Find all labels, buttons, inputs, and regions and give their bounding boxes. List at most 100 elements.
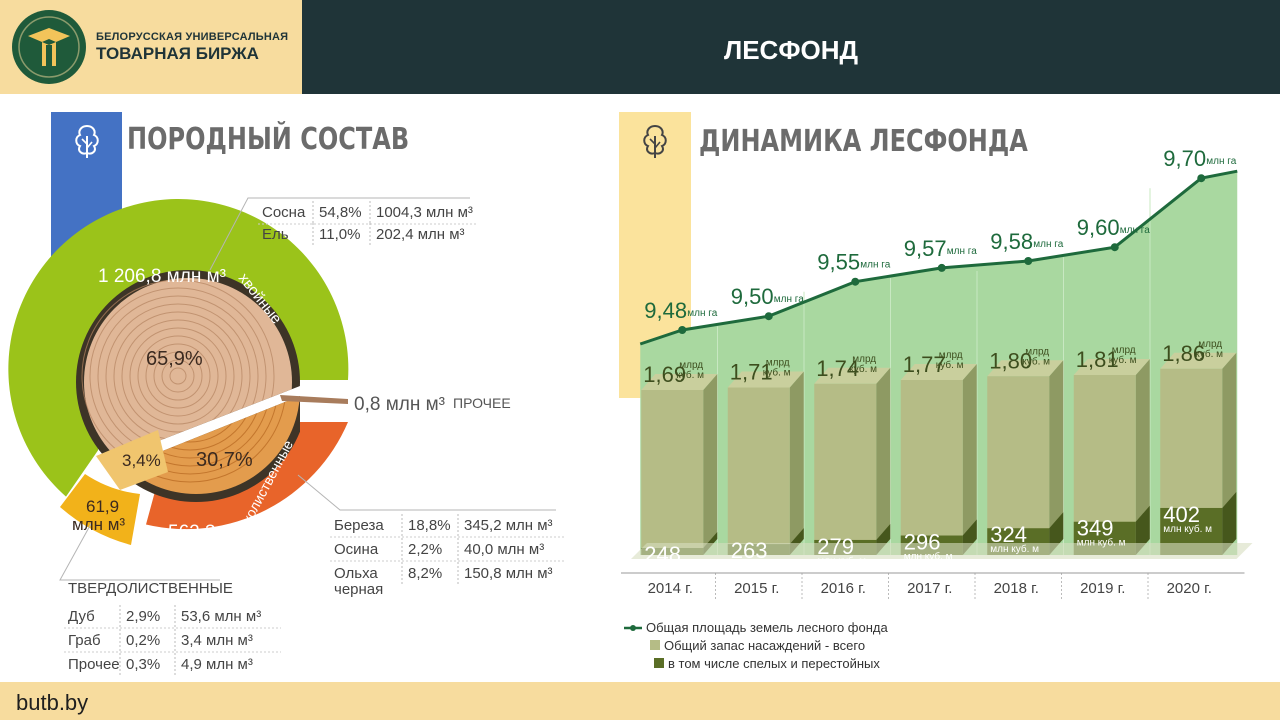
forest-area-unit: млн га — [947, 246, 977, 257]
mature-stock-label: 263 — [731, 538, 768, 563]
table-cell-volume: 40,0 млн м³ — [464, 541, 544, 558]
total-stock-bar-top — [727, 371, 804, 388]
table-cell-species: Граб — [68, 632, 101, 649]
total-stock-label: 1,86 — [1162, 341, 1205, 366]
total-stock-unit: куб. м — [676, 369, 704, 381]
x-tick-label: 2020 г. — [1167, 580, 1212, 597]
table-cell-species: Осина — [334, 541, 379, 558]
mature-stock-label: 324 — [990, 522, 1027, 547]
total-stock-label: 1,69 — [643, 362, 686, 387]
total-stock-bar-side — [1049, 360, 1064, 555]
hardwood-volume-line1: 61,9 — [86, 497, 119, 516]
total-stock-label: 1,74 — [816, 356, 859, 381]
tree-icon — [643, 124, 667, 158]
coniferous-volume-label: 1 206,8 млн м³ — [98, 266, 226, 287]
page-title: ЛЕСФОНД — [723, 35, 859, 65]
forest-area-point — [937, 263, 946, 272]
mature-stock-label: 349 — [1077, 516, 1114, 541]
hardwood-share-label: 3,4% — [122, 451, 161, 470]
x-tick-label: 2018 г. — [994, 580, 1039, 597]
x-tick-label: 2016 г. — [821, 580, 866, 597]
table-cell-volume: 150,8 млн м³ — [464, 565, 553, 582]
table-cell-share: 54,8% — [319, 204, 362, 221]
total-stock-unit: млрд — [1025, 346, 1049, 357]
total-stock-label: 1,81 — [1076, 347, 1119, 372]
total-stock-unit: млрд — [679, 360, 703, 371]
forest-area-label: 9,50 — [731, 284, 774, 309]
tree-icon — [75, 124, 99, 158]
logo-block[interactable]: БЕЛОРУССКАЯ УНИВЕРСАЛЬНАЯ ТОВАРНАЯ БИРЖА — [0, 0, 302, 94]
total-stock-unit: куб. м — [1109, 354, 1137, 366]
total-stock-bar-side — [789, 371, 804, 555]
legend-line-marker — [630, 625, 636, 631]
total-stock-bar-top — [900, 364, 977, 380]
species-title: ПОРОДНЫЙ СОСТАВ — [127, 122, 410, 157]
total-stock-unit: млрд — [1198, 339, 1222, 350]
forest-area-unit: млн га — [1033, 239, 1063, 250]
table-cell-share: 11,0% — [319, 226, 360, 243]
coniferous-share-label: 65,9% — [146, 348, 203, 370]
species-composition-diagram: 1 206,8 млн м³ хвойные 65,9% 30,7% 3,4% … — [8, 197, 564, 675]
table-cell-species: Сосна — [262, 204, 306, 221]
forest-area-point — [1197, 174, 1206, 183]
total-stock-bar-side — [703, 374, 718, 555]
forest-area-unit: млн га — [687, 308, 717, 319]
total-stock-unit: куб. м — [763, 367, 791, 379]
total-stock-bar-top — [1073, 359, 1150, 375]
total-stock-unit: куб. м — [1022, 355, 1050, 367]
other-slice-line — [280, 395, 348, 404]
forest-area-label: 9,57 — [904, 236, 947, 261]
x-tick-label: 2017 г. — [907, 580, 952, 597]
total-stock-bar-top — [987, 360, 1064, 377]
table-cell-volume: 53,6 млн м³ — [181, 608, 261, 625]
table-cell-volume: 202,4 млн м³ — [376, 226, 465, 243]
logo-text-line1: БЕЛОРУССКАЯ УНИВЕРСАЛЬНАЯ — [96, 31, 289, 43]
other-value-label: 0,8 млн м³ — [354, 394, 445, 415]
table-cell-volume: 1004,3 млн м³ — [376, 204, 473, 221]
footer-link[interactable]: butb.by — [16, 690, 89, 715]
forest-area-point — [851, 277, 860, 286]
table-cell-volume: 345,2 млн м³ — [464, 517, 553, 534]
mature-stock-label: 248 — [644, 542, 681, 567]
forest-area-unit: млн га — [1120, 225, 1150, 236]
mature-stock-bar-side — [1135, 505, 1150, 555]
table-cell-share: 2,9% — [126, 608, 160, 625]
table-cell-species: Береза — [334, 517, 384, 534]
mature-stock-bar-side — [1222, 491, 1237, 555]
forest-area-label: 9,58 — [990, 229, 1033, 254]
forest-area-label: 9,55 — [817, 250, 860, 275]
total-stock-bar — [727, 387, 790, 555]
total-stock-bar — [987, 376, 1050, 555]
total-stock-bar — [900, 380, 963, 555]
forest-area-point — [678, 326, 687, 334]
x-tick-label: 2019 г. — [1080, 580, 1125, 597]
coniferous-table: Сосна 54,8% 1004,3 млн м³ Ель 11,0% 202,4 млн… — [258, 201, 476, 245]
total-stock-unit: млрд — [939, 350, 963, 361]
total-stock-bar-side — [1135, 359, 1150, 555]
table-cell-share: 0,2% — [126, 632, 160, 649]
chart-floor — [631, 543, 1253, 559]
footer-bar: butb.by — [0, 682, 1280, 720]
table-cell-species: черная — [334, 581, 383, 598]
total-stock-bar-side — [962, 364, 977, 555]
legend-label: Общий запас насаждений - всего — [664, 638, 865, 653]
coniferous-callout-line — [209, 197, 470, 271]
exchange-logo-icon — [12, 10, 86, 84]
softwood-volume-line2: млн м³ — [162, 542, 221, 563]
table-cell-share: 0,3% — [126, 656, 160, 673]
legend-label: Общая площадь земель лесного фонда — [646, 620, 888, 635]
mature-stock-label: 296 — [904, 530, 941, 555]
forest-area-label: 9,60 — [1077, 215, 1120, 240]
table-cell-species: Прочее — [68, 656, 120, 673]
hardwood-volume-line2: млн м³ — [72, 515, 125, 534]
total-stock-label: 1,77 — [903, 352, 946, 377]
table-cell-species: Дуб — [68, 608, 95, 625]
total-stock-bar-top — [641, 374, 718, 390]
mature-stock-unit: млн куб. м — [644, 563, 693, 575]
forest-area-unit: млн га — [1206, 156, 1236, 167]
mature-stock-label: 402 — [1163, 502, 1200, 527]
table-cell-volume: 4,9 млн м³ — [181, 656, 253, 673]
table-cell-species: Ель — [262, 226, 289, 243]
table-cell-species: Ольха — [334, 565, 378, 582]
